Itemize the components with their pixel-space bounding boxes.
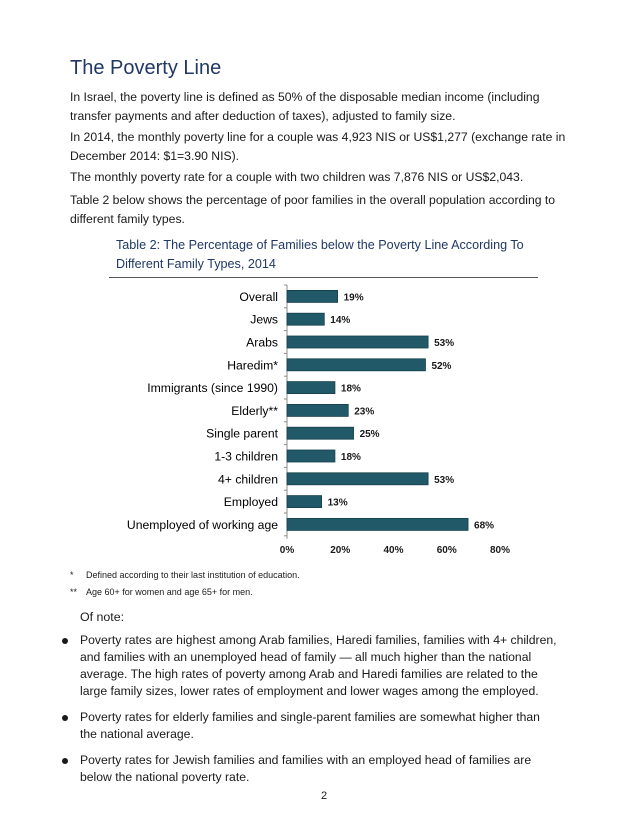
category-label: 1-3 children (214, 450, 278, 464)
x-tick-label: 60% (437, 545, 457, 556)
page-number: 2 (320, 790, 328, 802)
x-tick-label: 20% (330, 545, 350, 556)
bar (286, 404, 349, 417)
data-label: 19% (344, 292, 364, 303)
notes-heading: Of note: (80, 610, 125, 624)
bar (286, 312, 325, 326)
notes-list: Poverty rates are highest among Arab fam… (60, 632, 560, 795)
data-label: 68% (474, 520, 494, 531)
x-tick-label: 40% (383, 545, 403, 556)
list-item: Poverty rates for Jewish families and fa… (60, 752, 560, 786)
list-item: Poverty rates are highest among Arab fam… (60, 632, 560, 700)
category-label: Jews (250, 313, 278, 327)
bar (286, 335, 429, 349)
paragraph-couple-two-children: The monthly poverty rate for a couple wi… (70, 170, 524, 184)
bar (286, 495, 323, 509)
x-tick-label: 80% (490, 545, 510, 556)
list-item: Poverty rates for elderly families and s… (60, 709, 560, 743)
paragraph-poverty-definition: In Israel, the poverty line is defined a… (70, 90, 540, 123)
data-label: 25% (360, 429, 380, 440)
category-label: Overall (239, 290, 278, 304)
footnote-text: Age 60+ for women and age 65+ for men. (86, 587, 253, 597)
bar (286, 381, 336, 394)
data-label: 18% (341, 452, 361, 463)
bar (286, 449, 336, 463)
category-label: Arabs (246, 336, 278, 350)
bar (286, 358, 426, 372)
paragraph-table-intro: Table 2 below shows the percentage of po… (70, 193, 556, 226)
category-label: Unemployed of working age (127, 518, 278, 532)
table-title-rule (109, 277, 538, 278)
bullet-icon (62, 638, 68, 644)
data-label: 53% (434, 475, 454, 486)
footnote-haredim: * Defined according to their last institu… (70, 570, 300, 580)
list-item-text: Poverty rates are highest among Arab fam… (80, 633, 557, 698)
bullet-icon (62, 758, 68, 764)
bar (286, 472, 429, 486)
footnote-text: Defined according to their last institut… (86, 570, 300, 580)
paragraph-poverty-line-2014: In 2014, the monthly poverty line for a … (70, 130, 566, 163)
data-label: 14% (330, 315, 350, 326)
category-label: Haredim* (227, 358, 278, 372)
data-label: 23% (354, 406, 374, 417)
data-label: 13% (328, 498, 348, 509)
section-heading: The Poverty Line (70, 57, 222, 79)
category-label: Single parent (206, 427, 278, 441)
bar (286, 517, 469, 531)
bullet-icon (62, 715, 68, 721)
data-label: 52% (431, 361, 451, 372)
bar (286, 426, 354, 440)
bar-chart: Overall 19% Jews 14% Arabs 53% Haredim* 52% Immi… (127, 284, 510, 556)
footnote-mark: * (70, 570, 74, 580)
data-label: 18% (341, 384, 361, 395)
category-label: 4+ children (218, 472, 278, 486)
category-label: Employed (224, 495, 278, 509)
category-label: Immigrants (since 1990) (147, 381, 278, 395)
data-label: 53% (434, 338, 454, 349)
footnote-mark: ** (70, 587, 78, 597)
bar (286, 289, 338, 303)
x-tick-label: 0% (280, 545, 295, 556)
footnote-elderly: ** Age 60+ for women and age 65+ for men. (70, 587, 253, 597)
list-item-text: Poverty rates for elderly families and s… (80, 710, 540, 741)
list-item-text: Poverty rates for Jewish families and fa… (80, 753, 532, 784)
table-title: Table 2: The Percentage of Families belo… (116, 238, 524, 271)
category-label: Elderly** (231, 404, 278, 418)
